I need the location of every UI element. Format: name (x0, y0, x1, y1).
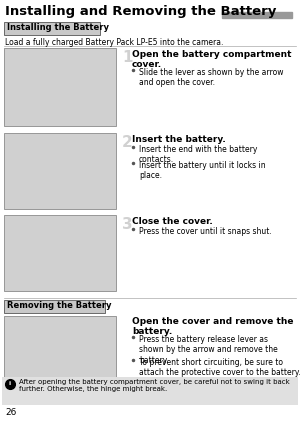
Text: i: i (9, 381, 11, 385)
Text: 1: 1 (122, 50, 133, 65)
Text: Press the battery release lever as
shown by the arrow and remove the
battery.: Press the battery release lever as shown… (139, 335, 278, 365)
Text: Load a fully charged Battery Pack LP-E5 into the camera.: Load a fully charged Battery Pack LP-E5 … (5, 38, 224, 47)
Text: Insert the battery until it locks in
place.: Insert the battery until it locks in pla… (139, 161, 266, 180)
Text: Open the battery compartment
cover.: Open the battery compartment cover. (132, 50, 292, 69)
FancyBboxPatch shape (4, 48, 116, 126)
Text: Open the cover and remove the
battery.: Open the cover and remove the battery. (132, 317, 293, 336)
Text: Press the cover until it snaps shut.: Press the cover until it snaps shut. (139, 227, 272, 236)
Text: Insert the battery.: Insert the battery. (132, 135, 226, 144)
Text: Removing the Battery: Removing the Battery (7, 301, 112, 310)
Bar (222, 12, 292, 18)
Bar (2, 377, 298, 405)
Text: 3: 3 (122, 217, 133, 232)
FancyBboxPatch shape (4, 316, 116, 392)
Text: Insert the end with the battery
contacts.: Insert the end with the battery contacts… (139, 145, 257, 165)
FancyBboxPatch shape (4, 215, 116, 291)
Text: To prevent short circuiting, be sure to
attach the protective cover to the batte: To prevent short circuiting, be sure to … (139, 358, 300, 377)
Text: Installing the Battery: Installing the Battery (7, 23, 109, 32)
Text: After opening the battery compartment cover, be careful not to swing it back
fur: After opening the battery compartment co… (19, 379, 290, 392)
Text: 2: 2 (122, 135, 133, 150)
Text: 26: 26 (5, 408, 16, 417)
Text: Installing and Removing the Battery: Installing and Removing the Battery (5, 5, 276, 18)
FancyBboxPatch shape (4, 299, 104, 313)
FancyBboxPatch shape (4, 133, 116, 209)
Text: Close the cover.: Close the cover. (132, 217, 213, 226)
FancyBboxPatch shape (4, 22, 100, 35)
Text: Slide the lever as shown by the arrow
and open the cover.: Slide the lever as shown by the arrow an… (139, 68, 284, 88)
